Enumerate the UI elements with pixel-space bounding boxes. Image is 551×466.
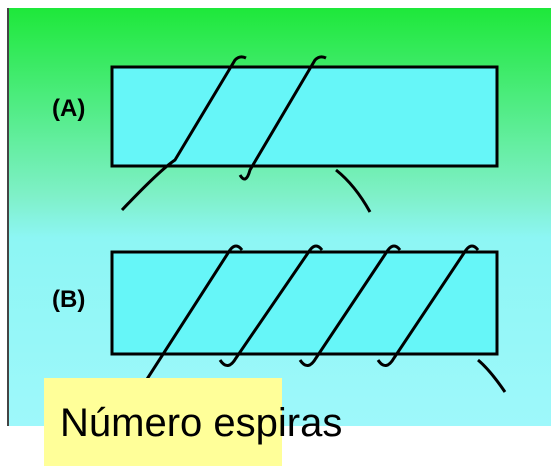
label-a: (A) xyxy=(52,95,85,122)
caption-box xyxy=(44,378,282,466)
coil-b xyxy=(110,244,507,393)
coil-a xyxy=(110,55,499,213)
label-b: (B) xyxy=(52,286,85,313)
caption: Número espiras xyxy=(60,401,342,445)
